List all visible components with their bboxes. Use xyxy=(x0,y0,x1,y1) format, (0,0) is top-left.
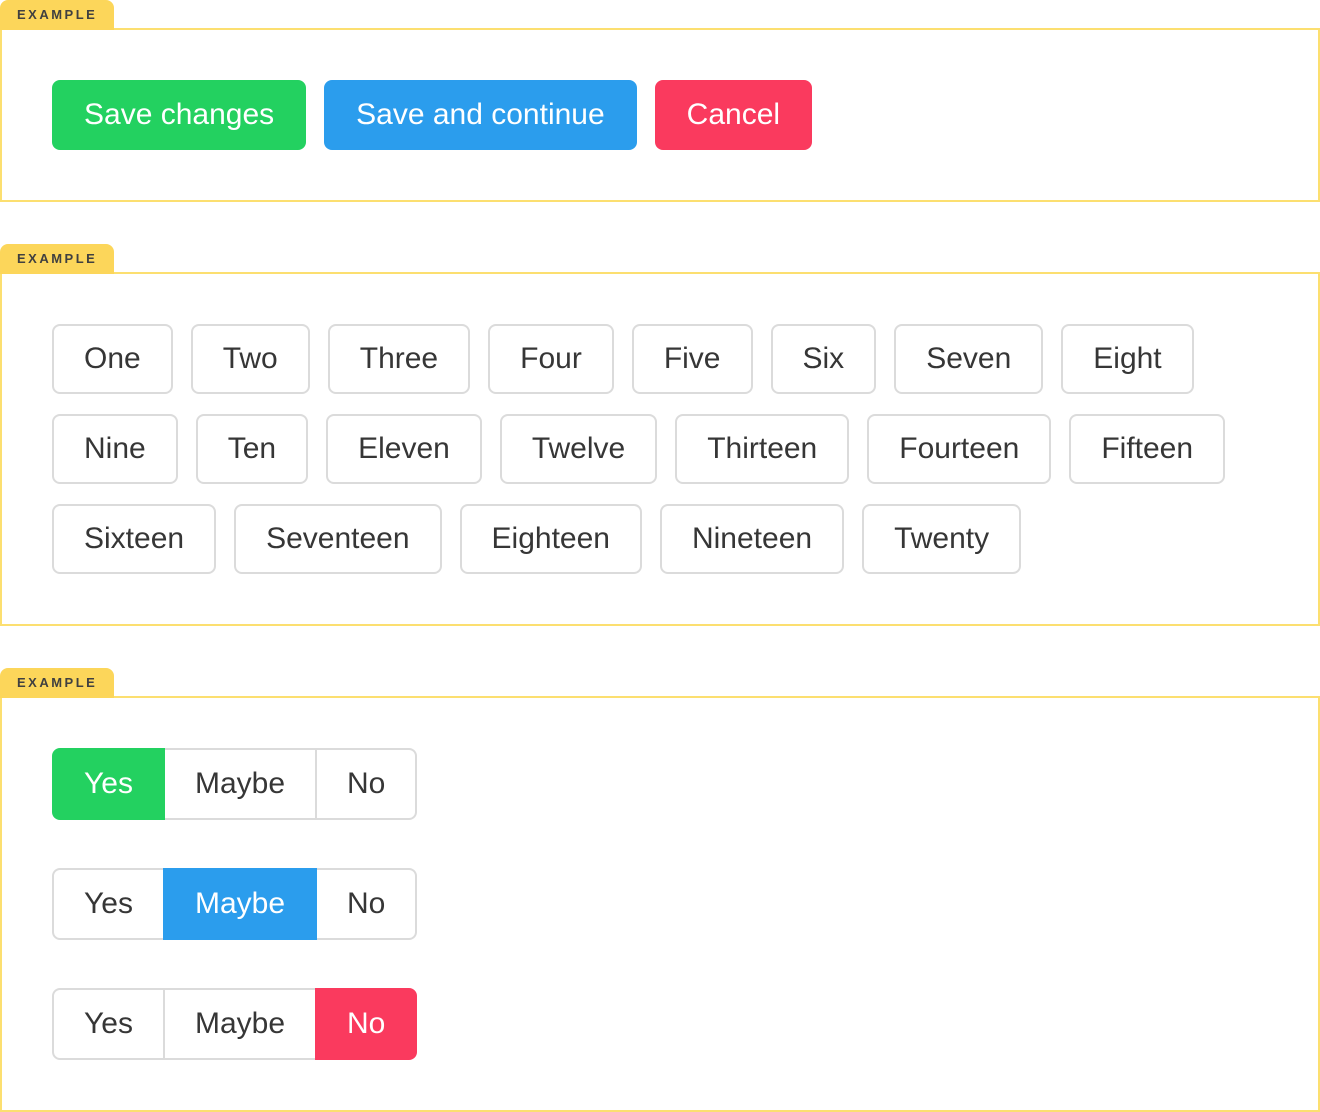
button-sixteen[interactable]: Sixteen xyxy=(52,504,217,574)
segment-no[interactable]: No xyxy=(315,748,418,820)
button-fifteen[interactable]: Fifteen xyxy=(1069,414,1226,484)
segment-yes[interactable]: Yes xyxy=(52,868,165,940)
button-twenty[interactable]: Twenty xyxy=(862,504,1022,574)
button-group-2: Yes Maybe No xyxy=(52,868,418,940)
segment-no[interactable]: No xyxy=(315,868,418,940)
button-group-3: Yes Maybe No xyxy=(52,988,418,1060)
segment-yes-selected[interactable]: Yes xyxy=(52,748,165,820)
example-box-2: One Two Three Four Five Six Seven Eight Nine Ten E… xyxy=(0,272,1320,626)
button-two[interactable]: Two xyxy=(190,324,310,394)
button-five[interactable]: Five xyxy=(631,324,753,394)
example-section-3: EXAMPLE Yes Maybe No Yes Maybe No Yes Maybe No xyxy=(0,668,1320,1112)
button-six[interactable]: Six xyxy=(770,324,877,394)
example-tab-label: EXAMPLE xyxy=(17,675,98,690)
button-four[interactable]: Four xyxy=(488,324,614,394)
button-three[interactable]: Three xyxy=(327,324,471,394)
button-fourteen[interactable]: Fourteen xyxy=(867,414,1052,484)
button-ten[interactable]: Ten xyxy=(195,414,309,484)
segment-no-selected[interactable]: No xyxy=(315,988,418,1060)
button-eighteen[interactable]: Eighteen xyxy=(459,504,642,574)
button-seventeen[interactable]: Seventeen xyxy=(234,504,442,574)
example-tab: EXAMPLE xyxy=(0,668,115,698)
segment-maybe[interactable]: Maybe xyxy=(162,988,317,1060)
example-tab: EXAMPLE xyxy=(0,0,115,30)
button-nineteen[interactable]: Nineteen xyxy=(659,504,845,574)
button-nine[interactable]: Nine xyxy=(52,414,178,484)
button-cancel[interactable]: Cancel xyxy=(654,80,813,150)
button-eleven[interactable]: Eleven xyxy=(326,414,482,484)
example-tab-label: EXAMPLE xyxy=(17,251,98,266)
button-twelve[interactable]: Twelve xyxy=(499,414,658,484)
button-one[interactable]: One xyxy=(52,324,173,394)
button-eight[interactable]: Eight xyxy=(1061,324,1194,394)
example-tab: EXAMPLE xyxy=(0,244,115,274)
segment-yes[interactable]: Yes xyxy=(52,988,165,1060)
example-1-buttons: Save changes Save and continue Cancel xyxy=(52,80,1268,150)
example-tab-label: EXAMPLE xyxy=(17,7,98,22)
segment-maybe-selected[interactable]: Maybe xyxy=(162,868,317,940)
button-seven[interactable]: Seven xyxy=(894,324,1044,394)
example-box-3: Yes Maybe No Yes Maybe No Yes Maybe No xyxy=(0,696,1320,1112)
example-box-1: Save changes Save and continue Cancel xyxy=(0,28,1320,202)
example-3-groups: Yes Maybe No Yes Maybe No Yes Maybe No xyxy=(52,748,1268,1060)
segment-maybe[interactable]: Maybe xyxy=(162,748,317,820)
button-save-and-continue[interactable]: Save and continue xyxy=(324,80,637,150)
button-save-changes[interactable]: Save changes xyxy=(52,80,307,150)
example-2-buttons: One Two Three Four Five Six Seven Eight Nine Ten E… xyxy=(52,324,1268,574)
example-section-1: EXAMPLE Save changes Save and continue Can… xyxy=(0,0,1320,202)
example-section-2: EXAMPLE One Two Three Four Five Six Seven Eight… xyxy=(0,244,1320,626)
button-group-1: Yes Maybe No xyxy=(52,748,418,820)
button-thirteen[interactable]: Thirteen xyxy=(675,414,850,484)
